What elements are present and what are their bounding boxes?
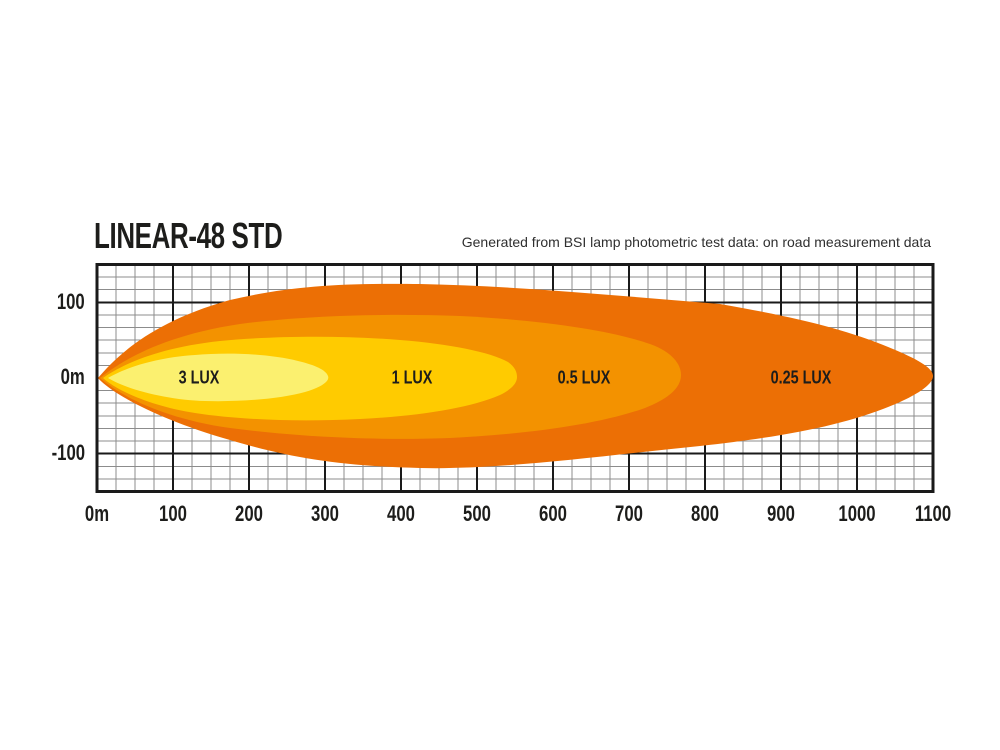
contour-label-0-25-lux: 0.25 LUX: [770, 367, 832, 388]
x-tick-label-300: 300: [311, 501, 339, 526]
x-tick-label-1000: 1000: [838, 501, 876, 526]
x-tick-label-700: 700: [615, 501, 643, 526]
x-tick-label-900: 900: [767, 501, 795, 526]
y-tick-label-100: 100: [57, 289, 85, 314]
x-tick-label-200: 200: [235, 501, 263, 526]
x-tick-label-0m: 0m: [84, 501, 110, 526]
contour-label-0-5-lux: 0.5 LUX: [557, 367, 611, 388]
y-tick-label-minus100: -100: [51, 440, 85, 465]
contour-label-3-lux: 3 LUX: [178, 367, 220, 388]
contour-region-3-lux: [108, 353, 329, 402]
x-tick-label-400: 400: [387, 501, 415, 526]
x-tick-label-500: 500: [463, 501, 491, 526]
y-tick-label-0m: 0m: [60, 364, 85, 389]
x-tick-label-600: 600: [539, 501, 567, 526]
x-tick-label-100: 100: [159, 501, 187, 526]
x-tick-label-800: 800: [691, 501, 719, 526]
beam-contours: [98, 283, 933, 469]
contour-label-1-lux: 1 LUX: [391, 367, 433, 388]
chart-title: LINEAR-48 STD: [94, 215, 283, 256]
x-tick-label-1100: 1100: [914, 501, 952, 526]
chart-subtitle: Generated from BSI lamp photometric test…: [461, 234, 931, 250]
